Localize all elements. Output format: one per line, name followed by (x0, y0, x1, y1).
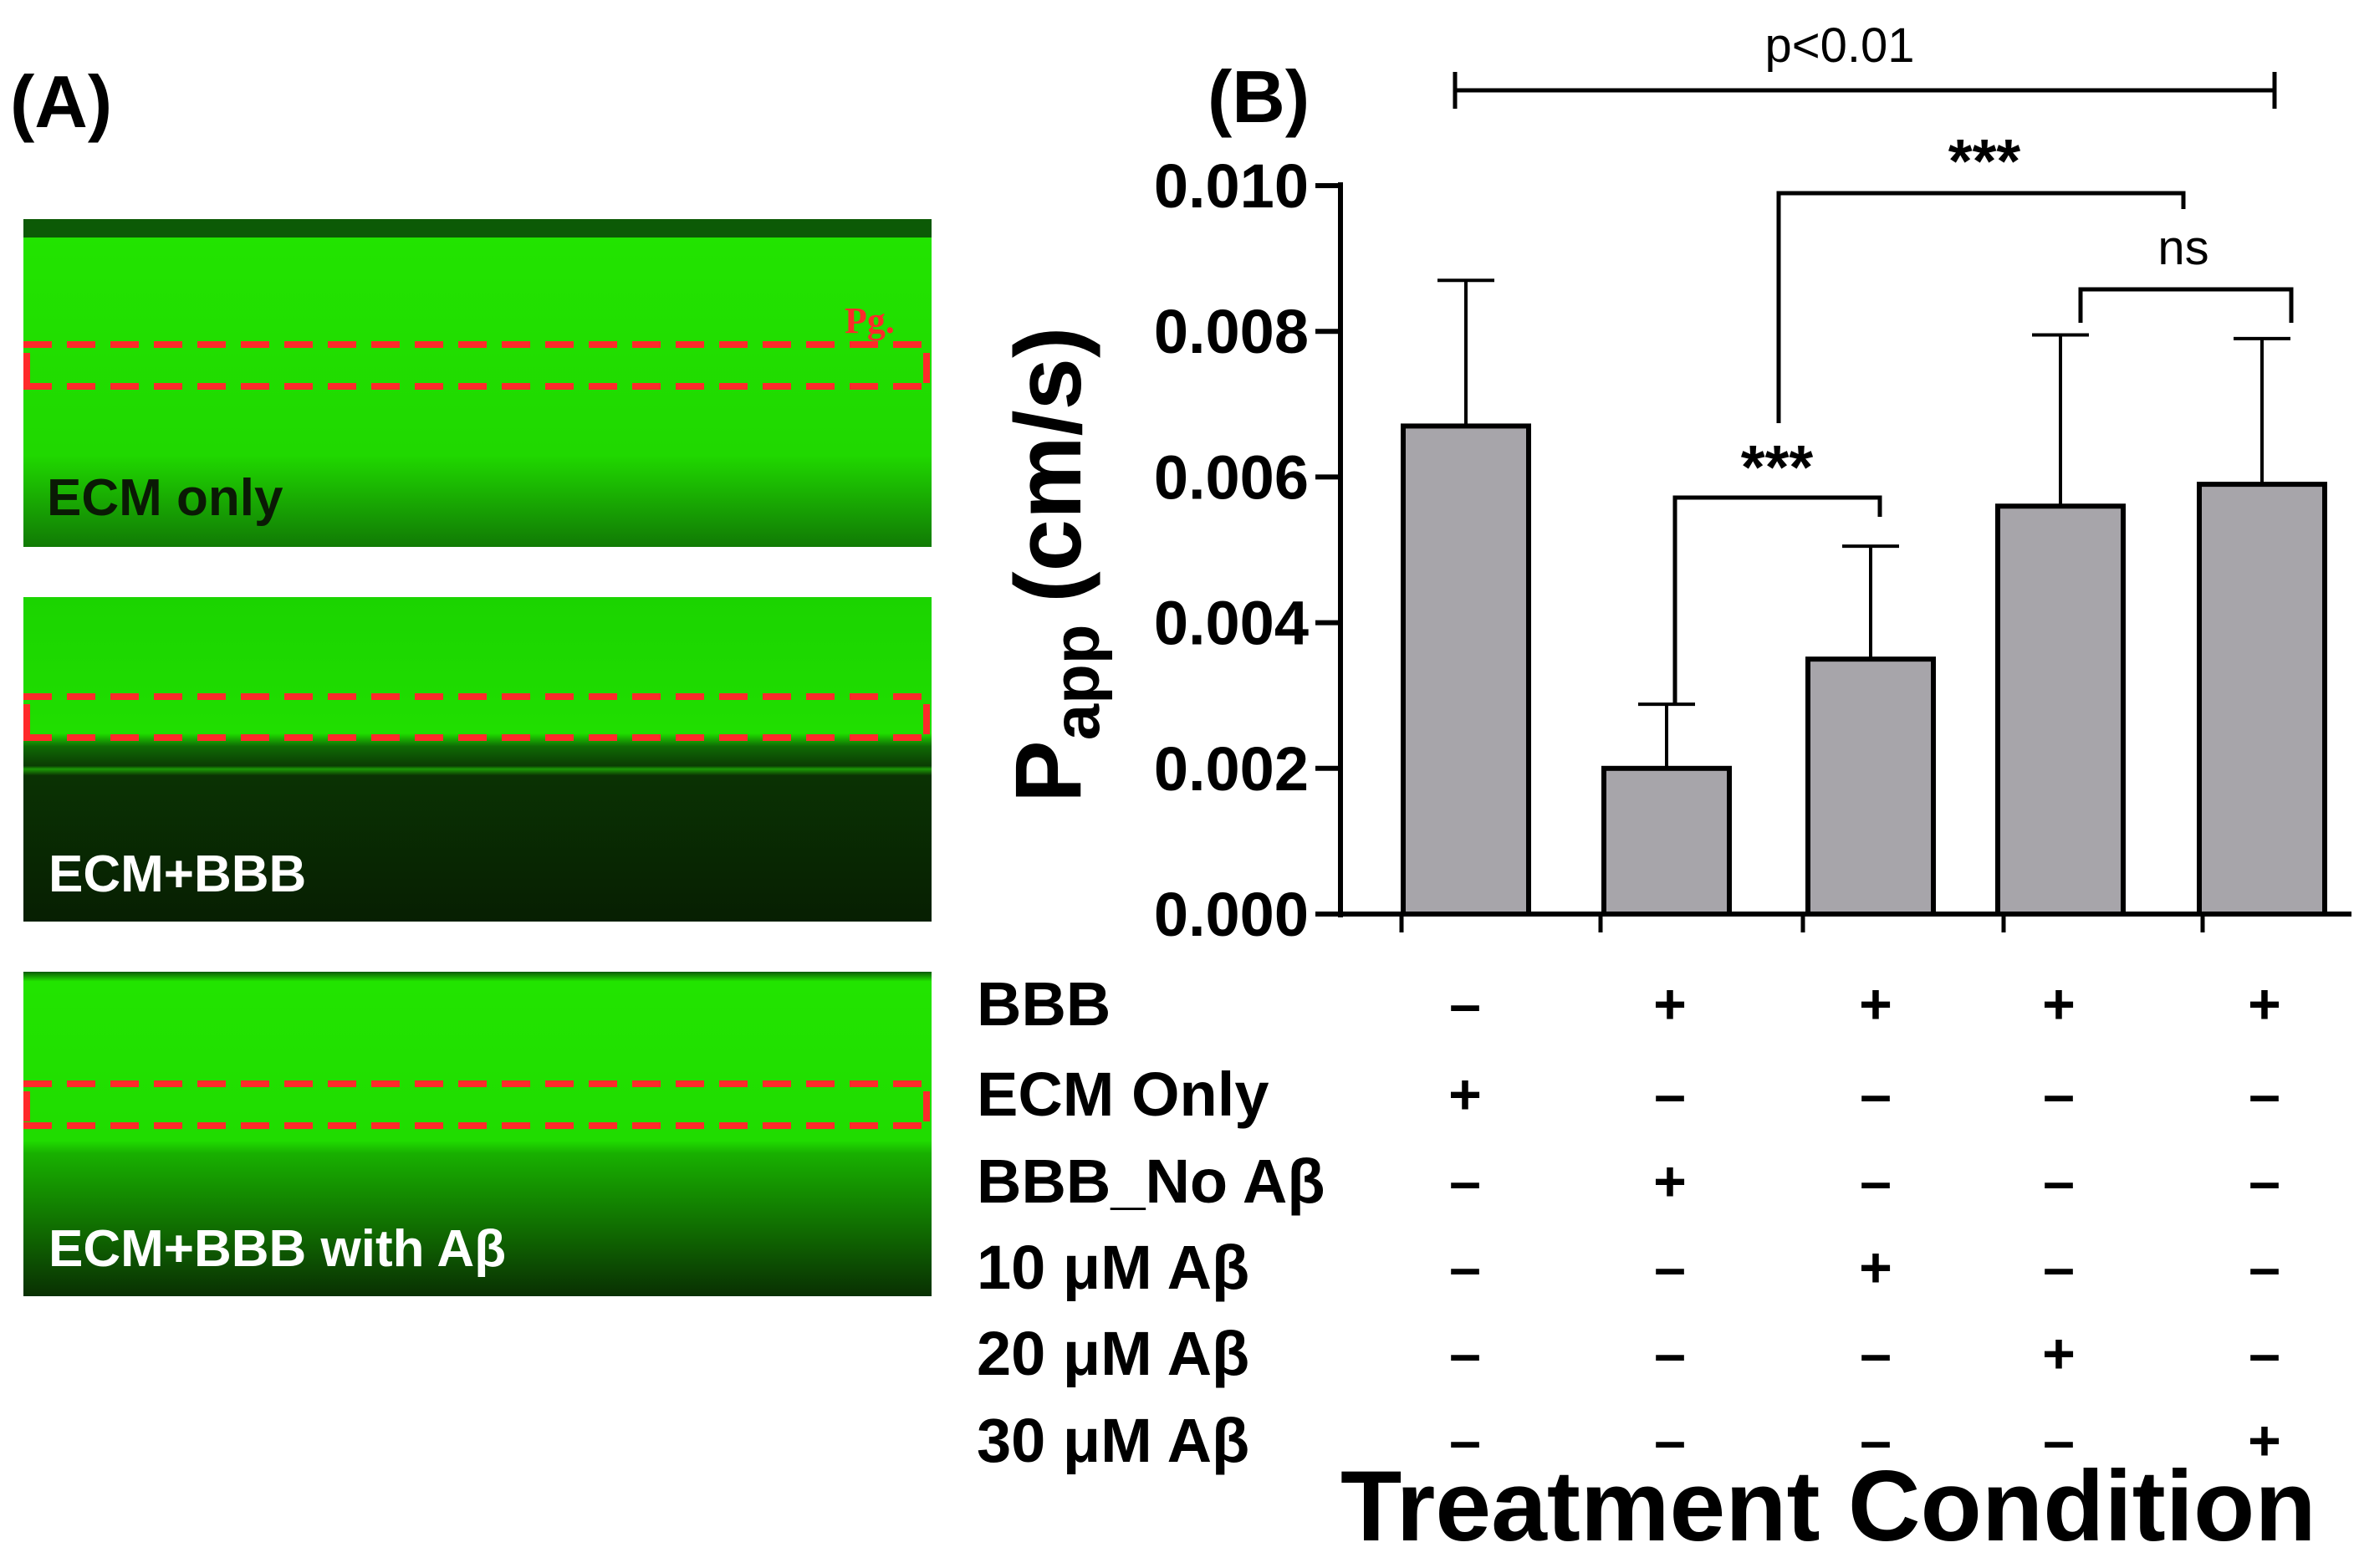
condition-row-label: 20 μM Aβ (977, 1319, 1249, 1388)
condition-sign: – (1449, 1322, 1481, 1386)
y-axis-title-unit: (cm/s) (996, 327, 1100, 603)
bar-3 (1995, 503, 2126, 917)
micrograph-ecm-bbb-abeta: ECM+BBB with Aβ (23, 972, 932, 1296)
panel-a-label: (A) (10, 60, 112, 143)
sig-label-1-2: *** (1741, 432, 1814, 502)
condition-sign: – (1860, 1063, 1892, 1126)
condition-sign: + (2042, 1322, 2076, 1386)
roi-left-marker-2 (23, 704, 30, 734)
condition-row-label: 30 μM Aβ (977, 1406, 1249, 1475)
micrograph-ecm-bbb: ECM+BBB (23, 597, 932, 922)
micrograph-ecm-bbb-abeta-label: ECM+BBB with Aβ (49, 1220, 506, 1278)
condition-sign: – (1654, 1063, 1686, 1126)
sig-bracket-long (1776, 191, 2186, 423)
condition-sign: – (2249, 1322, 2280, 1386)
bar-0 (1401, 423, 1531, 917)
y-tick-label: 0.004 (1154, 589, 1309, 658)
condition-row-label: 10 μM Aβ (977, 1233, 1249, 1302)
micrograph-ecm-bbb-abeta-image (23, 972, 932, 1296)
condition-table: BBB – + + + + ECM Only + – – – – BBB_No Aβ – + – – – 10 μM… (977, 969, 2281, 1475)
x-axis-title: Treatment Condition (1340, 1450, 2316, 1562)
condition-row-label: BBB (977, 969, 1111, 1039)
condition-sign: – (1449, 1150, 1481, 1213)
condition-sign: – (2249, 1236, 2280, 1300)
condition-sign: + (2248, 973, 2281, 1036)
y-tick-label: 0.000 (1154, 880, 1309, 949)
sig-label-long: *** (1948, 126, 2021, 196)
roi-label: Pg. (845, 300, 895, 341)
y-axis-title-main: P (996, 740, 1100, 803)
roi-left-marker-1 (23, 353, 30, 383)
y-axis: 0.000 0.002 0.004 0.006 0.008 0.010 (1154, 151, 1343, 949)
condition-sign: – (2249, 1150, 2280, 1213)
condition-sign: – (1449, 973, 1481, 1036)
condition-sign: + (1859, 973, 1892, 1036)
sig-bracket-3-4 (2078, 287, 2294, 323)
micrograph-ecm-only: Pg. ECM only (23, 219, 932, 547)
condition-sign: – (1654, 1236, 1686, 1300)
svg-text:Papp(cm/s): Papp (cm/s) (996, 327, 1113, 803)
roi-right-marker-3 (923, 1091, 930, 1121)
roi-left-marker-3 (23, 1091, 30, 1121)
condition-sign: – (1654, 1322, 1686, 1386)
bar-1 (1601, 765, 1732, 917)
micrograph-ecm-bbb-label: ECM+BBB (49, 845, 306, 903)
condition-sign: – (2043, 1236, 2075, 1300)
condition-sign: – (1860, 1150, 1892, 1213)
y-tick-label: 0.010 (1154, 151, 1309, 221)
condition-sign: + (1859, 1236, 1892, 1300)
condition-sign: – (1449, 1409, 1481, 1473)
significance-brackets: p<0.01 *** *** ns (1453, 18, 2294, 706)
condition-sign: + (1653, 1150, 1687, 1213)
roi-right-marker-1 (923, 353, 930, 383)
condition-sign: – (2043, 1150, 2075, 1213)
y-tick-label: 0.002 (1154, 734, 1309, 804)
condition-sign: – (1860, 1322, 1892, 1386)
sig-bracket-1-2 (1672, 495, 1882, 706)
bars (1401, 278, 2327, 917)
condition-sign: – (2249, 1063, 2280, 1126)
y-tick-label: 0.006 (1154, 442, 1309, 512)
sig-label-overall: p<0.01 (1764, 18, 1914, 73)
micrograph-ecm-only-top-edge (23, 219, 932, 237)
condition-sign: – (1654, 1409, 1686, 1473)
y-axis-title-sub: app (1039, 625, 1113, 741)
sig-label-3-4: ns (2157, 221, 2208, 275)
x-axis (1338, 912, 2351, 932)
condition-sign: + (1653, 973, 1687, 1036)
y-tick-label: 0.008 (1154, 297, 1309, 366)
condition-sign: + (2042, 973, 2076, 1036)
panel-b: (B) Papp (cm/s) 0.000 0.002 0.004 0.006 0.008… (977, 18, 2351, 1562)
roi-right-marker-2 (923, 704, 930, 734)
bar-2 (1805, 656, 1936, 917)
panel-a: (A) Pg. ECM only ECM+BBB ECM+BBB wit (10, 60, 932, 1296)
micrograph-ecm-bbb-image (23, 597, 932, 922)
condition-sign: – (2043, 1063, 2075, 1126)
condition-sign: – (2043, 1409, 2075, 1473)
condition-sign: – (1860, 1409, 1892, 1473)
condition-row-label: BBB_No Aβ (977, 1147, 1325, 1216)
condition-sign: + (1448, 1063, 1482, 1126)
condition-sign: + (2248, 1409, 2281, 1473)
panel-b-label: (B) (1208, 55, 1310, 138)
micrograph-ecm-only-label: ECM only (47, 469, 283, 527)
y-axis-title: Papp (cm/s) (996, 327, 1113, 803)
condition-row-label: ECM Only (977, 1060, 1269, 1129)
bar-4 (2197, 482, 2327, 917)
condition-sign: – (1449, 1236, 1481, 1300)
